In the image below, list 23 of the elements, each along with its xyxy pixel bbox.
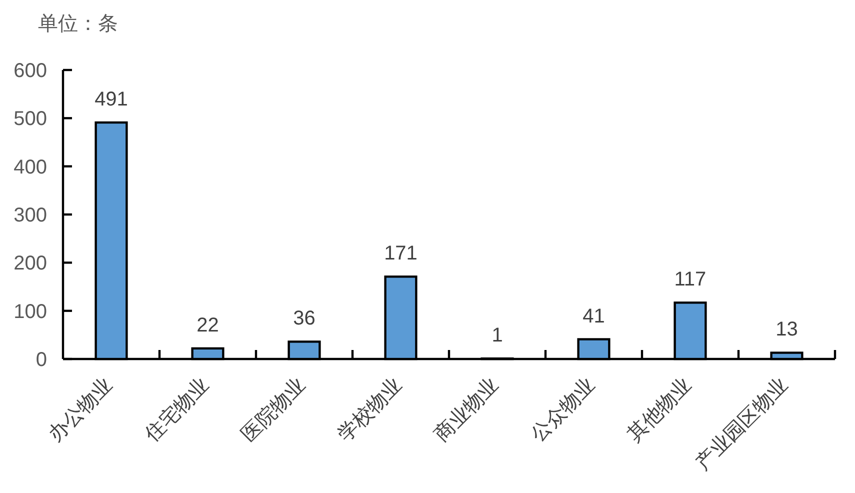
data-label: 36 xyxy=(293,308,316,330)
y-tick-label: 200 xyxy=(14,252,47,275)
y-tick-label: 300 xyxy=(14,204,47,226)
x-tick-label: 办公物业 xyxy=(43,372,117,446)
y-tick-label: 500 xyxy=(14,108,47,130)
y-tick-label: 600 xyxy=(14,60,47,82)
y-axis-title: 单位：条 xyxy=(38,11,118,35)
x-tick-label: 其他物业 xyxy=(622,372,696,446)
data-label: 41 xyxy=(582,305,605,328)
x-tick-label: 学校物业 xyxy=(332,372,406,446)
x-tick-label: 商业物业 xyxy=(429,372,503,446)
data-label: 13 xyxy=(776,318,798,341)
x-tick-label: 医院物业 xyxy=(236,372,310,446)
data-label: 171 xyxy=(384,242,418,265)
x-tick-label: 住宅物业 xyxy=(139,372,214,447)
data-label: 117 xyxy=(674,268,706,291)
data-label: 22 xyxy=(196,314,219,336)
data-label: 1 xyxy=(492,324,503,347)
y-tick-label: 0 xyxy=(36,349,47,371)
y-tick-label: 400 xyxy=(14,156,47,178)
x-tick-label: 公众物业 xyxy=(526,372,600,446)
data-label: 491 xyxy=(94,88,128,110)
y-tick-label: 100 xyxy=(14,300,47,323)
